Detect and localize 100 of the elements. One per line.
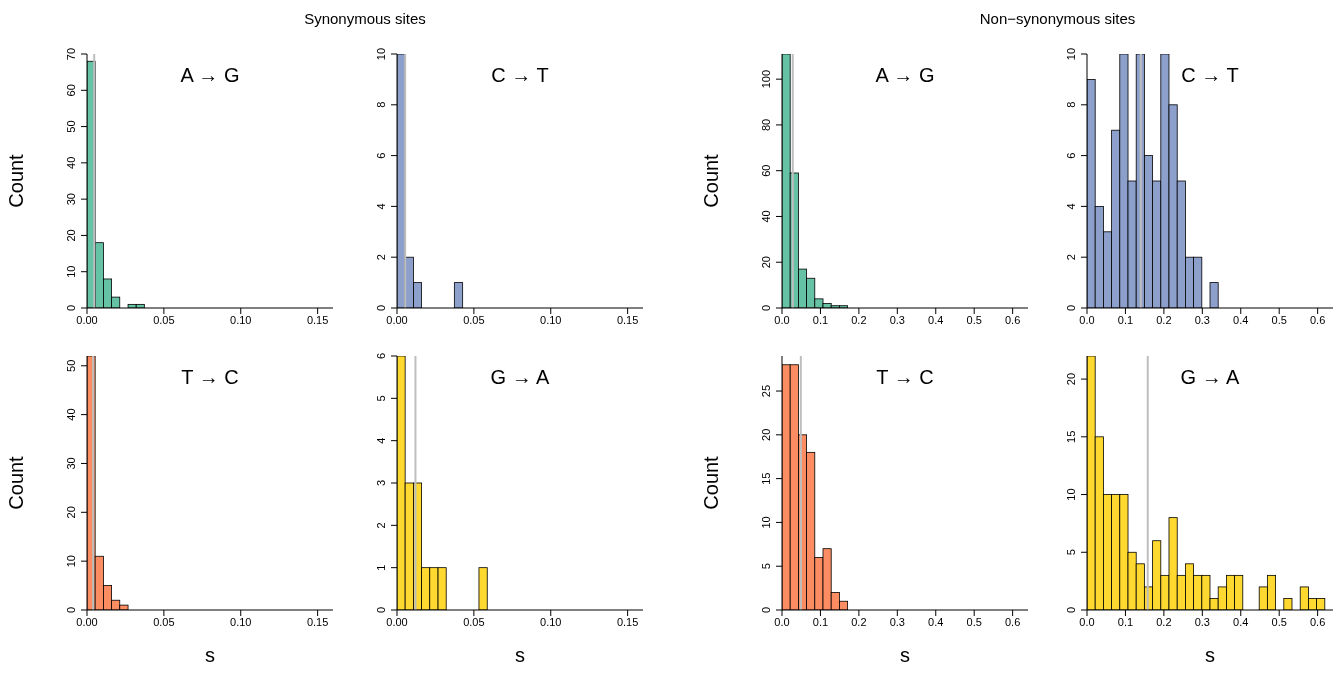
x-axis-title: s bbox=[204, 644, 216, 667]
text: T → C bbox=[875, 366, 935, 389]
x-axis-title: s bbox=[1204, 644, 1216, 667]
y-tick-label: 2 bbox=[1065, 254, 1077, 261]
y-tick-label: 10 bbox=[1065, 47, 1077, 61]
y-tick-label: 50 bbox=[65, 359, 77, 372]
x-tick-label: 0.05 bbox=[153, 615, 175, 628]
y-axis-title: Count bbox=[4, 456, 28, 510]
x-tick-label: 0.15 bbox=[616, 615, 639, 628]
text: Synonymous sites bbox=[303, 10, 427, 27]
y-tick-label: 20 bbox=[760, 256, 772, 269]
y-tick-label: 20 bbox=[65, 506, 77, 519]
x-axis-title: s bbox=[899, 644, 911, 667]
x-tick-label: 0.15 bbox=[306, 313, 329, 326]
y-tick-label: 0 bbox=[760, 606, 772, 614]
x-tick-label: 0.10 bbox=[230, 313, 252, 326]
x-tick-label: 0.00 bbox=[76, 615, 98, 628]
y-tick-label: 2 bbox=[375, 254, 387, 261]
y-tick-label: 50 bbox=[65, 120, 77, 133]
y-tick-label: 10 bbox=[1065, 488, 1077, 501]
x-tick-label: 0.1 bbox=[1117, 615, 1134, 628]
x-tick-label: 0.0 bbox=[774, 615, 790, 628]
y-tick-label: 60 bbox=[760, 164, 772, 177]
x-tick-label: 0.00 bbox=[76, 313, 98, 326]
y-tick-label: 4 bbox=[375, 203, 387, 210]
y-tick-label: 0 bbox=[760, 304, 772, 312]
text: Non−synonymous sites bbox=[978, 10, 1137, 27]
x-tick-label: 0.05 bbox=[463, 615, 485, 628]
x-tick-label: 0.1 bbox=[812, 313, 829, 326]
y-tick-label: 20 bbox=[1065, 372, 1077, 386]
y-tick-label: 8 bbox=[375, 101, 387, 108]
x-tick-label: 0.3 bbox=[1194, 313, 1210, 326]
x-tick-label: 0.1 bbox=[1117, 313, 1134, 326]
x-tick-label: 0.5 bbox=[966, 313, 982, 326]
y-tick-label: 10 bbox=[65, 265, 77, 278]
x-tick-label: 0.6 bbox=[1004, 313, 1021, 326]
x-tick-label: 0.00 bbox=[386, 313, 408, 326]
y-tick-label: 5 bbox=[1065, 549, 1077, 556]
x-tick-label: 0.5 bbox=[1271, 313, 1287, 326]
y-tick-label: 25 bbox=[760, 384, 772, 398]
y-tick-label: 6 bbox=[375, 352, 387, 360]
text: A → G bbox=[179, 64, 241, 87]
x-tick-label: 0.2 bbox=[1156, 313, 1172, 326]
y-tick-label: 0 bbox=[375, 304, 387, 312]
x-tick-label: 0.4 bbox=[928, 313, 944, 326]
x-tick-label: 0.05 bbox=[463, 313, 485, 326]
text: G → A bbox=[489, 366, 551, 389]
y-tick-label: 3 bbox=[375, 479, 387, 487]
x-tick-label: 0.05 bbox=[153, 313, 175, 326]
y-tick-label: 10 bbox=[65, 555, 77, 568]
y-tick-label: 100 bbox=[760, 69, 772, 89]
y-tick-label: 2 bbox=[375, 522, 387, 529]
x-tick-label: 0.1 bbox=[812, 615, 829, 628]
y-tick-label: 5 bbox=[760, 563, 772, 570]
y-tick-label: 15 bbox=[1065, 430, 1077, 443]
y-tick-label: 40 bbox=[760, 210, 772, 223]
x-tick-label: 0.4 bbox=[1233, 615, 1249, 628]
y-tick-label: 80 bbox=[760, 118, 772, 132]
y-tick-label: 1 bbox=[375, 564, 387, 571]
y-tick-label: 8 bbox=[1065, 101, 1077, 108]
x-tick-label: 0.15 bbox=[306, 615, 329, 628]
x-tick-label: 0.10 bbox=[540, 615, 562, 628]
x-tick-label: 0.2 bbox=[1156, 615, 1172, 628]
y-tick-label: 6 bbox=[375, 152, 387, 159]
y-tick-label: 0 bbox=[1065, 304, 1077, 312]
x-tick-label: 0.4 bbox=[1233, 313, 1249, 326]
x-tick-label: 0.5 bbox=[1271, 615, 1287, 628]
x-tick-label: 0.3 bbox=[889, 313, 905, 326]
x-tick-label: 0.10 bbox=[230, 615, 252, 628]
x-axis-title: s bbox=[514, 644, 526, 667]
x-tick-label: 0.2 bbox=[851, 313, 867, 326]
y-tick-label: 0 bbox=[1065, 606, 1077, 614]
x-tick-label: 0.4 bbox=[928, 615, 944, 628]
y-tick-label: 15 bbox=[760, 472, 772, 485]
x-tick-label: 0.15 bbox=[616, 313, 639, 326]
y-tick-label: 30 bbox=[65, 457, 77, 470]
text: A → G bbox=[874, 64, 936, 87]
x-tick-label: 0.10 bbox=[540, 313, 562, 326]
text: C → T bbox=[490, 64, 550, 87]
y-tick-label: 0 bbox=[65, 606, 77, 614]
y-axis-title: Count bbox=[699, 456, 723, 510]
text: T → C bbox=[180, 366, 240, 389]
x-tick-label: 0.0 bbox=[1079, 615, 1095, 628]
x-tick-label: 0.3 bbox=[1194, 615, 1210, 628]
y-tick-label: 5 bbox=[375, 395, 387, 402]
y-axis-title: Count bbox=[4, 154, 28, 208]
y-tick-label: 0 bbox=[375, 606, 387, 614]
x-tick-label: 0.5 bbox=[966, 615, 982, 628]
x-tick-label: 0.3 bbox=[889, 615, 905, 628]
y-tick-label: 4 bbox=[1065, 203, 1077, 210]
text: G → A bbox=[1179, 366, 1241, 389]
y-tick-label: 6 bbox=[1065, 152, 1077, 159]
y-tick-label: 10 bbox=[375, 47, 387, 61]
text: C → T bbox=[1180, 64, 1240, 87]
x-tick-label: 0.00 bbox=[386, 615, 408, 628]
x-tick-label: 0.6 bbox=[1309, 615, 1326, 628]
y-tick-label: 60 bbox=[65, 84, 77, 97]
x-tick-label: 0.6 bbox=[1004, 615, 1021, 628]
y-tick-label: 20 bbox=[65, 229, 77, 242]
x-tick-label: 0.6 bbox=[1309, 313, 1326, 326]
